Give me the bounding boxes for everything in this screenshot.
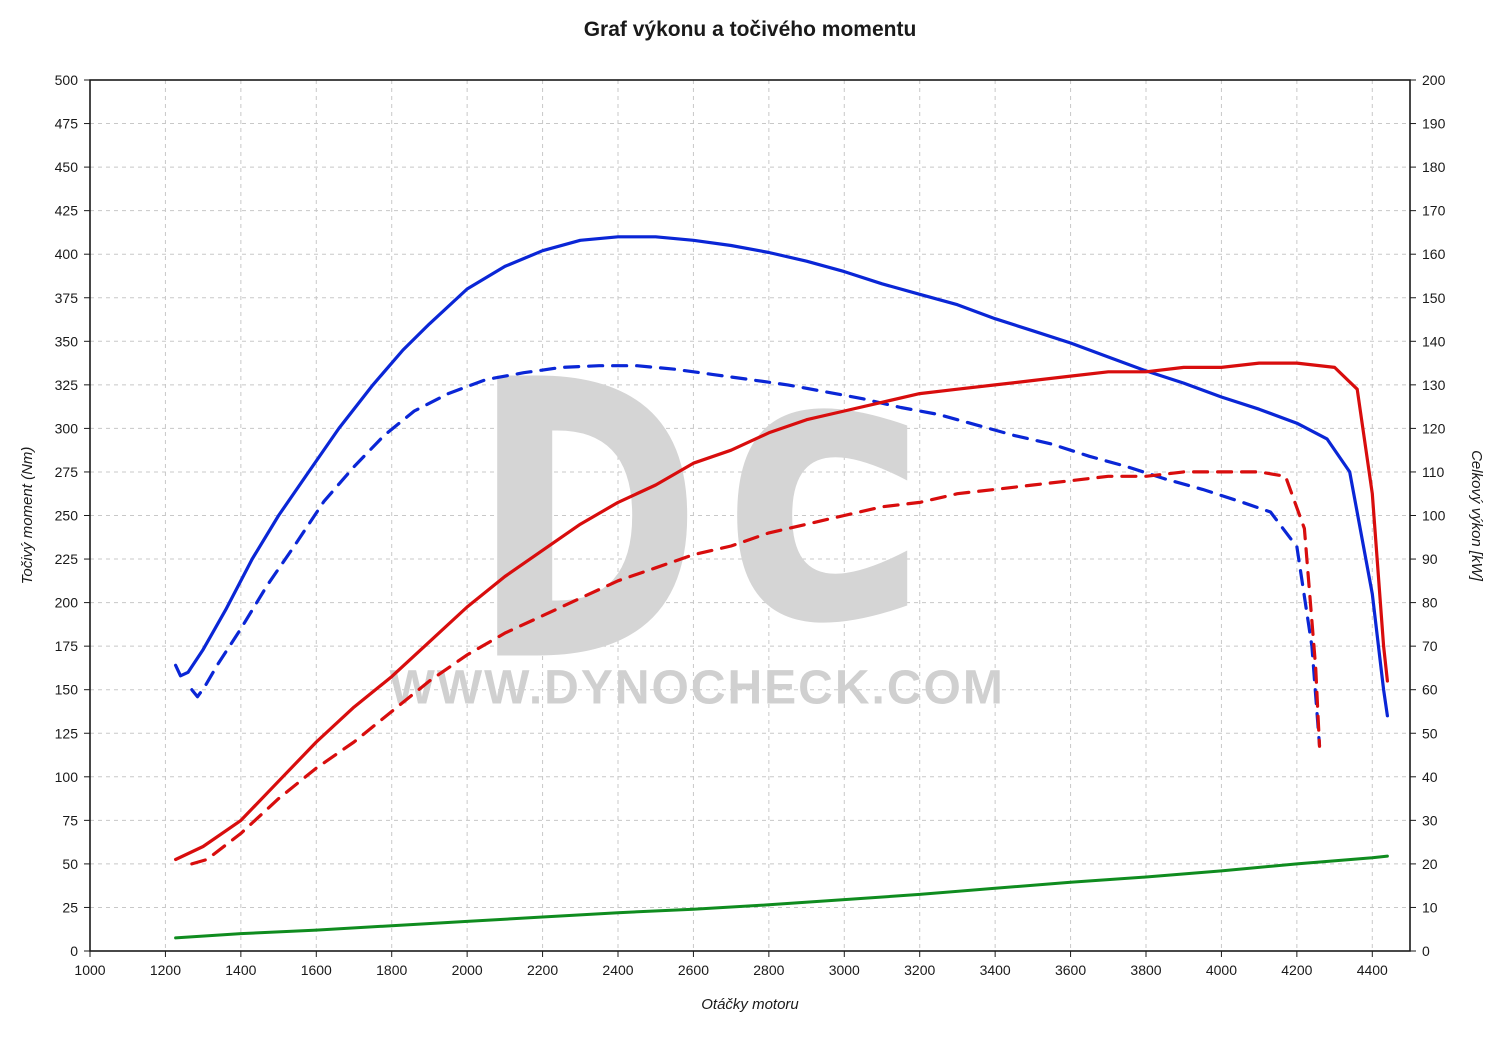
yleft-tick-label: 350	[55, 333, 79, 349]
x-tick-label: 4000	[1206, 962, 1237, 978]
x-tick-label: 1000	[74, 962, 105, 978]
yleft-tick-label: 100	[55, 769, 79, 785]
x-tick-label: 3000	[829, 962, 860, 978]
yleft-tick-label: 150	[55, 682, 79, 698]
x-tick-label: 2200	[527, 962, 558, 978]
yright-tick-label: 170	[1422, 203, 1446, 219]
yleft-tick-label: 200	[55, 595, 79, 611]
yright-tick-label: 160	[1422, 246, 1446, 262]
yleft-tick-label: 425	[55, 203, 79, 219]
yleft-tick-label: 275	[55, 464, 79, 480]
yright-tick-label: 30	[1422, 812, 1438, 828]
x-tick-label: 1200	[150, 962, 181, 978]
yleft-tick-label: 25	[62, 899, 78, 915]
chart-container: Graf výkonu a točivého momentu WWW.DYNOC…	[0, 0, 1500, 1041]
yleft-tick-label: 175	[55, 638, 79, 654]
yleft-tick-label: 225	[55, 551, 79, 567]
x-tick-label: 3800	[1130, 962, 1161, 978]
yleft-tick-label: 400	[55, 246, 79, 262]
x-tick-label: 1800	[376, 962, 407, 978]
x-tick-label: 3600	[1055, 962, 1086, 978]
yright-tick-label: 120	[1422, 420, 1446, 436]
yright-tick-label: 130	[1422, 377, 1446, 393]
yright-tick-label: 100	[1422, 508, 1446, 524]
yright-tick-label: 0	[1422, 943, 1430, 959]
yright-tick-label: 60	[1422, 682, 1438, 698]
x-tick-label: 2400	[602, 962, 633, 978]
x-tick-label: 4200	[1281, 962, 1312, 978]
yleft-tick-label: 500	[55, 72, 79, 88]
yright-tick-label: 140	[1422, 333, 1446, 349]
yleft-tick-label: 325	[55, 377, 79, 393]
yright-tick-label: 50	[1422, 725, 1438, 741]
yright-axis-label: Celkový výkon [kW]	[1468, 450, 1485, 582]
yleft-tick-label: 375	[55, 290, 79, 306]
x-tick-label: 2800	[753, 962, 784, 978]
x-tick-label: 3200	[904, 962, 935, 978]
yright-tick-label: 90	[1422, 551, 1438, 567]
yright-tick-label: 40	[1422, 769, 1438, 785]
yright-tick-label: 20	[1422, 856, 1438, 872]
yleft-axis-label: Točivý moment (Nm)	[19, 447, 36, 585]
yright-tick-label: 110	[1422, 464, 1445, 480]
yright-tick-label: 200	[1422, 72, 1446, 88]
yright-tick-label: 190	[1422, 116, 1446, 132]
yleft-tick-label: 250	[55, 508, 79, 524]
yleft-tick-label: 0	[70, 943, 78, 959]
x-tick-label: 1600	[301, 962, 332, 978]
yright-tick-label: 10	[1422, 899, 1438, 915]
x-tick-label: 1400	[225, 962, 256, 978]
yleft-tick-label: 300	[55, 420, 79, 436]
x-axis-label: Otáčky motoru	[701, 996, 799, 1013]
yleft-tick-label: 75	[62, 812, 78, 828]
x-tick-label: 2000	[452, 962, 483, 978]
yleft-tick-label: 125	[55, 725, 79, 741]
yleft-tick-label: 475	[55, 116, 79, 132]
svg-text:WWW.DYNOCHECK.COM: WWW.DYNOCHECK.COM	[390, 662, 1005, 715]
yright-tick-label: 150	[1422, 290, 1446, 306]
x-tick-label: 4400	[1357, 962, 1388, 978]
dyno-chart: WWW.DYNOCHECK.COM10001200140016001800200…	[0, 0, 1500, 1041]
yright-tick-label: 80	[1422, 595, 1438, 611]
yright-tick-label: 180	[1422, 159, 1446, 175]
x-tick-label: 2600	[678, 962, 709, 978]
yleft-tick-label: 50	[62, 856, 78, 872]
x-tick-label: 3400	[980, 962, 1011, 978]
yright-tick-label: 70	[1422, 638, 1438, 654]
yleft-tick-label: 450	[55, 159, 79, 175]
